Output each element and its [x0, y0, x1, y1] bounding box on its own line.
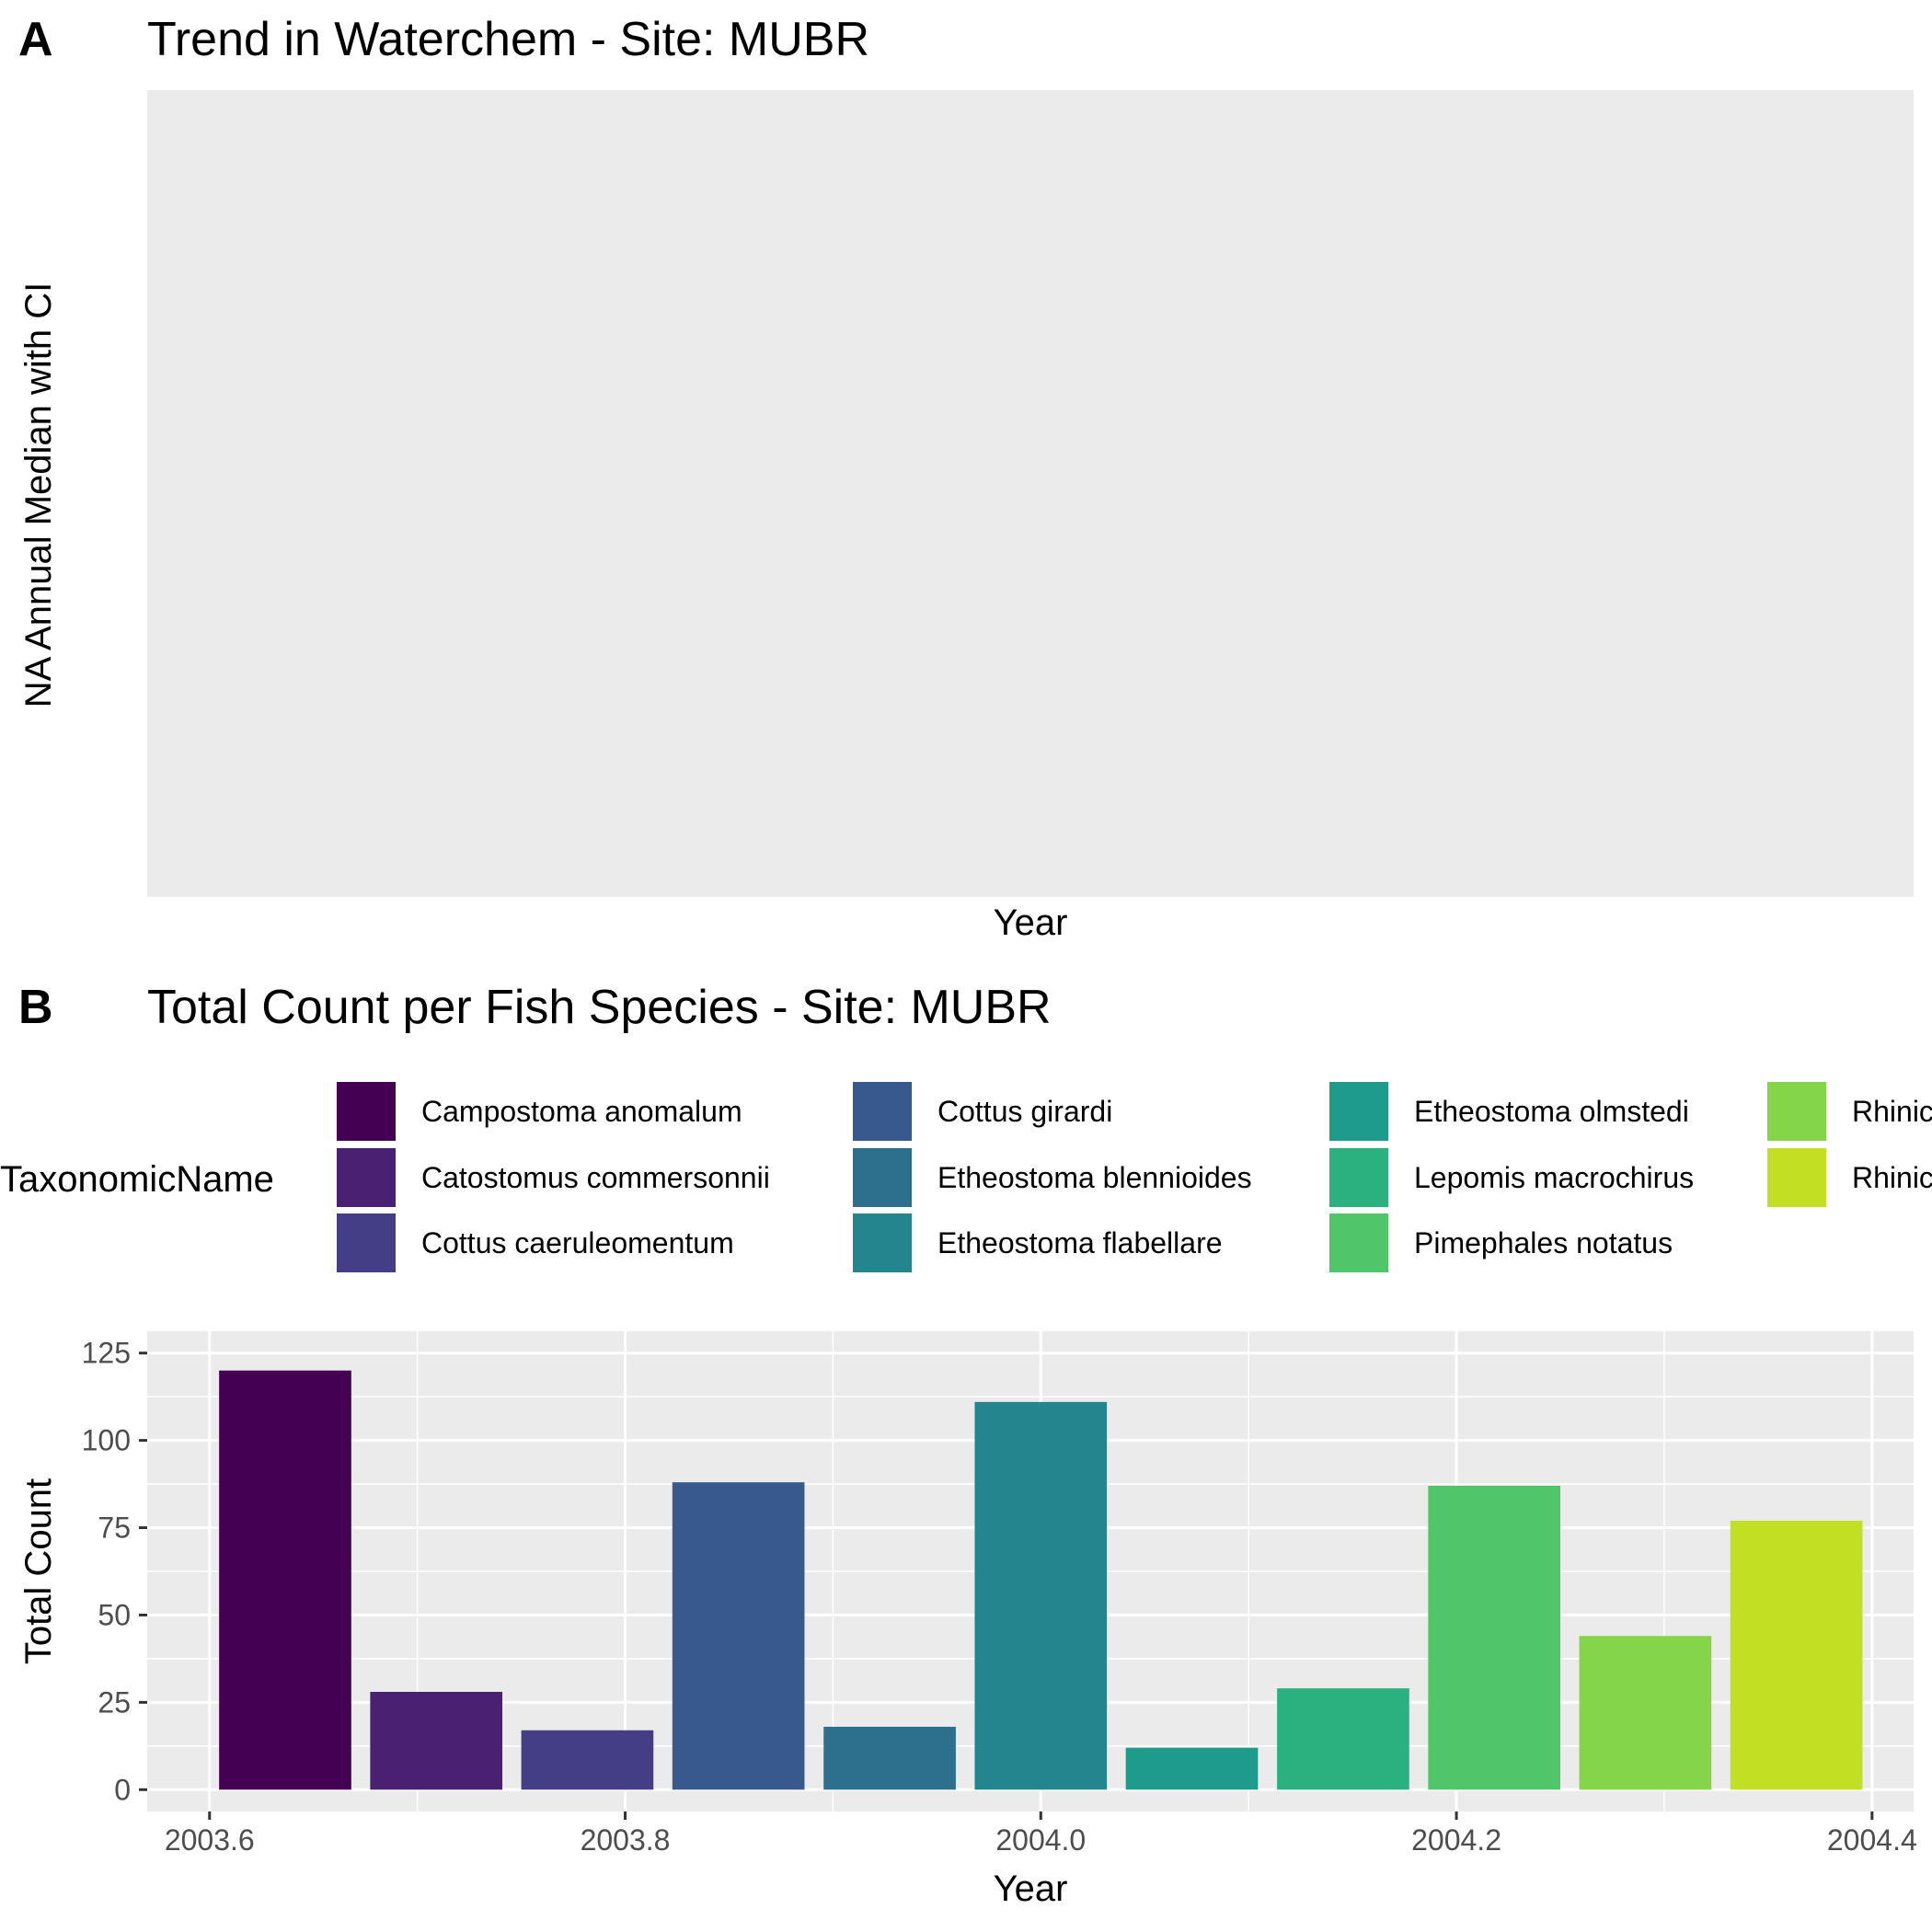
x-tick-label: 2003.8	[581, 1823, 671, 1857]
legend-key-swatch	[335, 1212, 397, 1274]
legend-label: Catostomus commersonnii	[421, 1161, 770, 1194]
legend-key-swatch	[1765, 1080, 1828, 1143]
y-tick-label: 50	[98, 1598, 131, 1631]
y-tick-label: 25	[98, 1685, 131, 1719]
x-tick-label: 2003.6	[165, 1823, 255, 1857]
panel-b: B Total Count per Fish Species - Site: M…	[0, 981, 1932, 1909]
panel-b-x-axis-title: Year	[994, 1869, 1068, 1909]
legend-label: Cottus caeruleomentum	[421, 1226, 734, 1259]
x-tick-label: 2004.0	[995, 1823, 1086, 1857]
y-tick-label: 75	[98, 1512, 131, 1545]
bar	[1579, 1636, 1712, 1790]
legend-label: Etheostoma flabellare	[937, 1226, 1223, 1259]
legend-key-swatch	[335, 1146, 397, 1209]
bar	[1730, 1520, 1863, 1790]
legend-key-swatch	[1328, 1212, 1390, 1274]
panel-a-y-axis-title: NA Annual Median with CI	[18, 282, 59, 707]
y-tick-label: 125	[82, 1337, 131, 1370]
legend-title: TaxonomicName	[0, 1159, 274, 1200]
bar	[1277, 1688, 1409, 1790]
legend-item: Pimephales notatus	[1328, 1212, 1673, 1274]
legend-label: Etheostoma olmstedi	[1414, 1095, 1689, 1128]
legend-key-swatch	[1328, 1146, 1390, 1209]
panel-b-tag: B	[18, 981, 53, 1034]
x-tick-label: 2004.4	[1827, 1823, 1917, 1857]
legend-key-swatch	[851, 1080, 914, 1143]
bar	[672, 1482, 805, 1790]
panel-a-tag: A	[18, 13, 53, 66]
legend-label: Cottus girardi	[937, 1095, 1112, 1128]
panel-b-title: Total Count per Fish Species - Site: MUB…	[147, 981, 1052, 1034]
panel-a-x-axis-title: Year	[994, 903, 1068, 943]
legend-item: Campostoma anomalum	[335, 1080, 742, 1143]
legend-key-swatch	[851, 1146, 914, 1209]
legend-item: Catostomus commersonnii	[335, 1146, 770, 1209]
legend-label: Etheostoma blennioides	[937, 1161, 1252, 1194]
legend-label: Rhinic	[1852, 1095, 1932, 1128]
bar	[1428, 1485, 1560, 1790]
legend-item: Lepomis macrochirus	[1328, 1146, 1694, 1209]
bar	[370, 1691, 503, 1790]
legend-item: Etheostoma olmstedi	[1328, 1080, 1689, 1143]
panel-a: A Trend in Waterchem - Site: MUBR NA Ann…	[18, 13, 1914, 943]
bar	[521, 1730, 654, 1790]
panel-a-plot-area	[147, 90, 1914, 897]
legend-label: Lepomis macrochirus	[1414, 1161, 1694, 1194]
bar	[974, 1401, 1108, 1790]
bar	[1125, 1747, 1259, 1790]
legend-item: Etheostoma flabellare	[851, 1212, 1223, 1274]
legend-item: Cottus caeruleomentum	[335, 1212, 734, 1274]
bar	[219, 1370, 351, 1790]
legend-key-swatch	[1765, 1146, 1828, 1209]
legend-label: Campostoma anomalum	[421, 1095, 742, 1128]
legend-item: Rhinic	[1765, 1080, 1932, 1143]
y-tick-label: 100	[82, 1424, 131, 1457]
x-tick-label: 2004.2	[1411, 1823, 1501, 1857]
bar	[823, 1726, 956, 1790]
y-tick-label: 0	[114, 1773, 131, 1806]
legend-key-swatch	[851, 1212, 914, 1274]
legend-key-swatch	[335, 1080, 397, 1143]
panel-b-y-axis-title: Total Count	[18, 1478, 59, 1664]
legend-item: Rhinic	[1765, 1146, 1932, 1209]
legend-item: Cottus girardi	[851, 1080, 1112, 1143]
legend-item: Etheostoma blennioides	[851, 1146, 1252, 1209]
legend: TaxonomicName Campostoma anomalum Catosto…	[0, 1080, 1932, 1274]
legend-label: Pimephales notatus	[1414, 1226, 1673, 1259]
panel-a-title: Trend in Waterchem - Site: MUBR	[147, 13, 869, 66]
legend-label: Rhinic	[1852, 1161, 1932, 1194]
legend-key-swatch	[1328, 1080, 1390, 1143]
